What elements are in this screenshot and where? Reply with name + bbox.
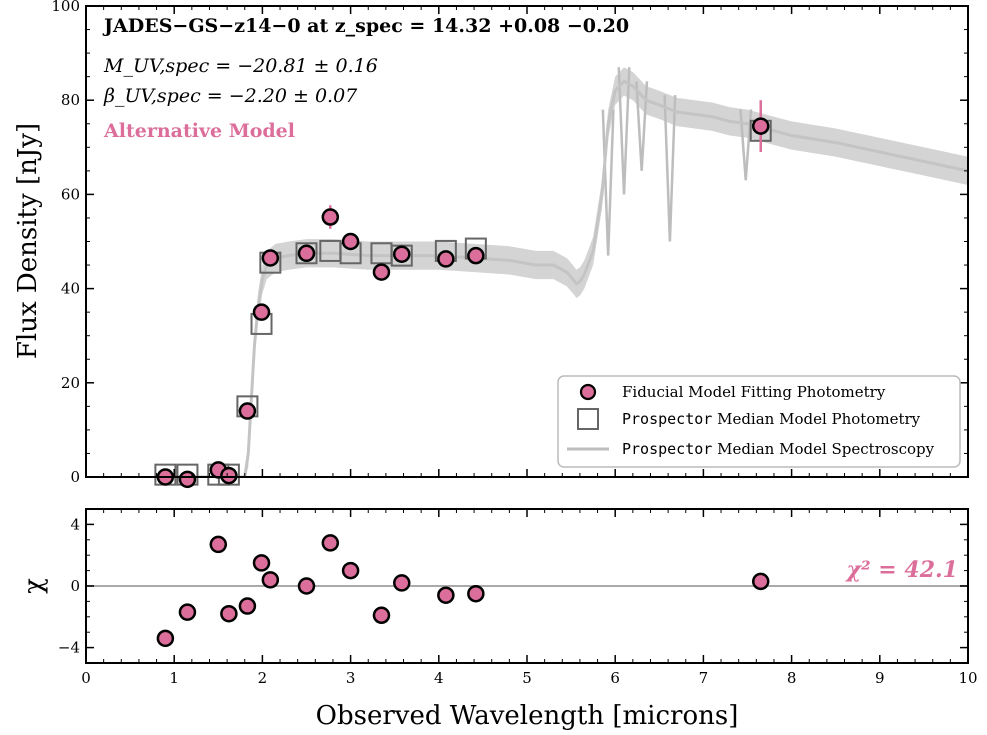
chi-point bbox=[261, 571, 280, 589]
photometry-point bbox=[220, 466, 238, 485]
photometry-point bbox=[751, 117, 770, 135]
chi-point bbox=[220, 604, 238, 623]
photometry-point bbox=[393, 245, 411, 263]
chi-point bbox=[238, 597, 257, 615]
x-tick-label: 0 bbox=[81, 669, 91, 687]
model-label: Alternative Model bbox=[103, 120, 295, 142]
legend: Fiducial Model Fitting Photometry Prospe… bbox=[557, 375, 961, 468]
muv-label: M_UV,spec = −20.81 ± 0.16 bbox=[103, 55, 378, 77]
absorption-dip bbox=[635, 81, 649, 171]
photometry-point bbox=[178, 470, 197, 489]
legend-frame bbox=[557, 375, 961, 468]
annotations: JADES−GS−z14−0 at z_spec = 14.32 +0.08 −… bbox=[102, 15, 629, 142]
legend-label-fiducial: Fiducial Model Fitting Photometry bbox=[622, 383, 886, 401]
photometry-point bbox=[372, 263, 391, 281]
top-axis-ticks: 0 20 40 60 80 100 bbox=[51, 0, 969, 486]
chi-point bbox=[372, 606, 391, 625]
photometry-point bbox=[341, 232, 360, 251]
chi2-label: χ² = 42.1 bbox=[845, 557, 958, 583]
photometry-point bbox=[437, 250, 455, 268]
photometry-point bbox=[297, 244, 316, 263]
y-tick-label: 40 bbox=[61, 280, 80, 298]
photometry-point bbox=[252, 303, 271, 321]
photometry-point bbox=[321, 208, 340, 226]
photometry-point bbox=[261, 249, 280, 267]
legend-marker-square bbox=[577, 408, 599, 430]
x-tick-label: 4 bbox=[434, 669, 444, 687]
legend-marker-circle bbox=[579, 383, 597, 401]
object-title: JADES−GS−z14−0 at z_spec = 14.32 +0.08 −… bbox=[102, 15, 629, 37]
top-panel: 0 20 40 60 80 100 Flux Density [nJy] JADES−GS… bbox=[13, 0, 969, 489]
chi-point bbox=[297, 577, 316, 595]
chi-point bbox=[437, 586, 455, 604]
chi-points bbox=[156, 534, 770, 648]
chi-point bbox=[252, 554, 271, 572]
absorption-dip bbox=[663, 94, 677, 242]
photometry-point bbox=[238, 402, 257, 420]
chi-point bbox=[341, 561, 360, 580]
x-tick-label: 9 bbox=[875, 669, 885, 687]
x-tick-label: 6 bbox=[610, 669, 620, 687]
x-tick-label: 3 bbox=[346, 669, 356, 687]
chi-tick-label: 4 bbox=[70, 515, 80, 533]
chi-point bbox=[156, 629, 175, 648]
chi-tick-label: 0 bbox=[70, 577, 80, 595]
model-photometry-square bbox=[295, 242, 318, 265]
absorption-dip bbox=[617, 67, 631, 195]
chi-point bbox=[467, 584, 485, 603]
x-tick-label: 8 bbox=[787, 669, 797, 687]
legend-label-prospector-spectroscopy: Prospector Median Model Spectroscopy bbox=[622, 440, 935, 458]
chi-point bbox=[751, 572, 770, 591]
absorption-dip bbox=[739, 109, 753, 181]
x-tick-label: 5 bbox=[522, 669, 532, 687]
y-tick-label: 100 bbox=[51, 0, 80, 15]
chi-axis-title: χ bbox=[19, 578, 49, 594]
x-tick-label: 10 bbox=[958, 669, 977, 687]
spectrum-uncertainty-band bbox=[156, 67, 968, 477]
chi-point bbox=[393, 574, 411, 592]
x-tick-label: 2 bbox=[258, 669, 268, 687]
y-tick-label: 60 bbox=[61, 185, 80, 203]
chi-point bbox=[209, 535, 228, 554]
spectrum-band bbox=[156, 67, 968, 477]
x-axis-title: Observed Wavelength [microns] bbox=[316, 701, 739, 731]
photometry-point bbox=[467, 246, 485, 265]
chi-tick-label: −4 bbox=[58, 639, 80, 657]
beta-label: β_UV,spec = −2.20 ± 0.07 bbox=[103, 85, 358, 107]
y-tick-label: 0 bbox=[70, 468, 80, 486]
x-tick-label: 7 bbox=[699, 669, 709, 687]
y-axis-title: Flux Density [nJy] bbox=[13, 123, 43, 359]
chi-point bbox=[178, 603, 197, 621]
y-tick-label: 20 bbox=[61, 374, 80, 392]
x-tick-label: 1 bbox=[169, 669, 179, 687]
y-tick-label: 80 bbox=[61, 91, 80, 109]
photometry-points bbox=[156, 117, 770, 489]
legend-label-prospector-photometry: Prospector Median Model Photometry bbox=[622, 410, 921, 428]
chi-point bbox=[321, 534, 340, 552]
